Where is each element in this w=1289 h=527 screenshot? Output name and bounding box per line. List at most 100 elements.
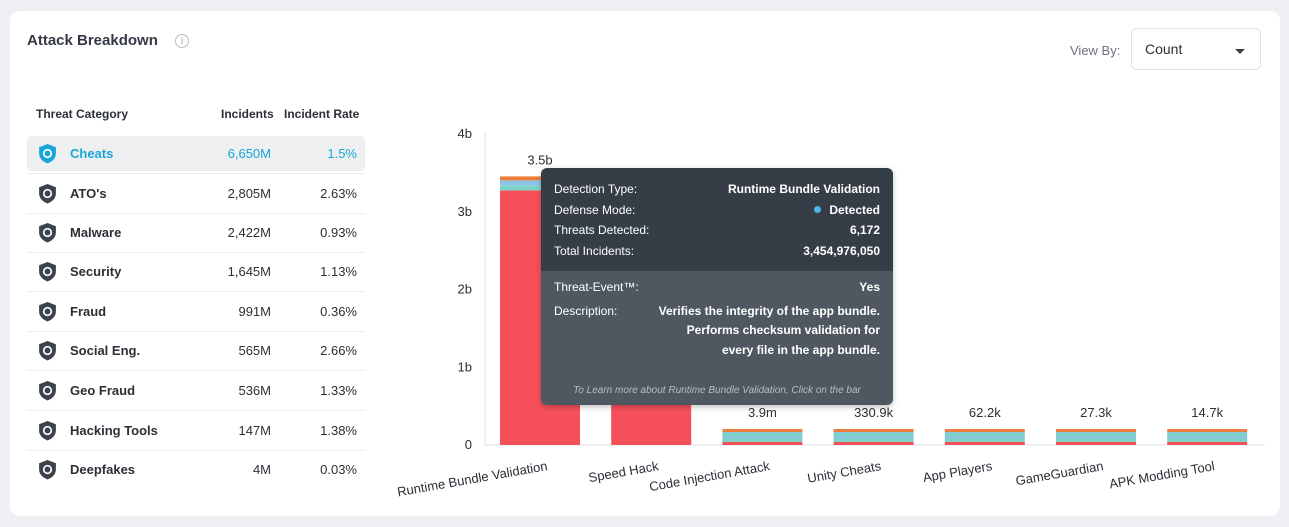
bar-data-label: 62.2k: [969, 405, 1001, 420]
bar-segment-teal: [944, 433, 1025, 436]
threat-incidents: 1,645M: [227, 264, 271, 279]
bar-segment-teal: [833, 433, 914, 436]
tooltip-value: 6,172: [849, 223, 880, 237]
tooltip-key: Detection Type:: [554, 182, 638, 196]
bar-segment-orange: [500, 176, 580, 181]
threat-event-key: Threat-Event™:: [554, 280, 639, 294]
threat-name: Hacking Tools: [70, 423, 158, 438]
bar-segment-orange: [944, 429, 1025, 432]
row-divider: [27, 450, 365, 451]
y-tick-label: 3b: [458, 204, 472, 219]
threat-rate: 1.5%: [327, 146, 357, 161]
threat-name: ATO's: [70, 186, 107, 201]
threat-name: Malware: [70, 225, 122, 240]
view-by-value: Count: [1145, 41, 1183, 57]
threat-incidents: 565M: [238, 343, 271, 358]
fraud-shield-icon: [39, 302, 56, 322]
bar-segment-blue: [722, 436, 803, 438]
info-icon[interactable]: i: [175, 34, 189, 48]
bar-segment-teal: [833, 438, 914, 442]
tooltip-value: 3,454,976,050: [803, 244, 880, 258]
row-divider: [27, 173, 365, 174]
view-by-label: View By:: [1070, 43, 1121, 58]
tooltip-value: Runtime Bundle Validation: [727, 182, 880, 196]
bar-segment-red: [944, 442, 1025, 445]
threat-event-value: Yes: [859, 280, 880, 294]
row-divider: [27, 331, 365, 332]
bar-data-label: 330.9k: [854, 405, 894, 420]
tooltip-key: Total Incidents:: [554, 244, 635, 258]
threat-row[interactable]: Geo Fraud 536M 1.33%: [27, 373, 365, 408]
bar-segment-blue: [722, 432, 803, 433]
x-tick-label: APK Modding Tool: [1108, 458, 1216, 491]
bar-segment-red: [722, 442, 803, 445]
threat-name: Geo Fraud: [70, 383, 136, 398]
bar-segment-blue: [833, 432, 914, 433]
threat-row[interactable]: ATO's 2,805M 2.63%: [27, 176, 365, 211]
row-divider: [27, 410, 365, 411]
card-title: Attack Breakdown: [27, 32, 158, 49]
col-threat-category: Threat Category: [36, 107, 129, 121]
threat-row[interactable]: Security 1,645M 1.13%: [27, 254, 365, 289]
row-divider: [27, 213, 365, 214]
bar-data-label: 3.9m: [748, 405, 777, 420]
threat-rate: 1.13%: [320, 264, 357, 279]
bar-segment-teal: [944, 438, 1025, 442]
bar-segment-teal: [1167, 433, 1248, 436]
threat-rate: 2.63%: [320, 186, 357, 201]
attack-breakdown-card: Attack Breakdown i View By: Count Threat…: [10, 11, 1280, 516]
threat-incidents: 6,650M: [227, 146, 271, 161]
bar-segment-orange: [1056, 429, 1136, 432]
threat-incidents: 4M: [252, 462, 271, 477]
bar-data-label: 14.7k: [1191, 405, 1223, 420]
threat-row[interactable]: Hacking Tools 147M 1.38%: [27, 413, 365, 448]
description-line: Verifies the integrity of the app bundle…: [658, 304, 880, 318]
y-tick-label: 1b: [458, 359, 472, 374]
row-divider: [27, 291, 365, 292]
bar-segment-blue: [1167, 436, 1248, 438]
threat-rate: 1.33%: [320, 383, 357, 398]
threat-row[interactable]: Fraud 991M 0.36%: [27, 294, 365, 329]
y-tick-label: 2b: [458, 282, 472, 297]
threat-row[interactable]: Cheats 6,650M 1.5%: [27, 136, 365, 171]
threat-row[interactable]: Deepfakes 4M 0.03%: [27, 452, 365, 487]
view-by-select[interactable]: Count: [1131, 28, 1261, 70]
threat-name: Deepfakes: [70, 462, 136, 477]
tooltip-details: Threat-Event™: Yes Description: Verifies…: [541, 271, 893, 405]
bar-segment-blue: [1056, 436, 1136, 438]
description-line: Performs checksum validation for: [686, 323, 880, 337]
security-shield-icon: [39, 262, 56, 282]
bar-segment-orange: [722, 429, 803, 432]
col-incident-rate: Incident Rate: [284, 107, 360, 121]
threat-incidents: 2,422M: [227, 225, 271, 240]
bar-segment-red: [833, 442, 914, 445]
x-tick-label: App Players: [922, 458, 994, 485]
x-tick-label: Unity Cheats: [806, 458, 882, 486]
hacking-tools-shield-icon: [39, 421, 56, 441]
threat-row[interactable]: Social Eng. 565M 2.66%: [27, 333, 365, 368]
threat-row[interactable]: Malware 2,422M 0.93%: [27, 215, 365, 250]
threat-rate: 0.03%: [320, 462, 357, 477]
y-tick-label: 0: [465, 437, 472, 452]
tooltip-value: Detected: [814, 203, 880, 217]
description-line: every file in the app bundle.: [721, 343, 880, 357]
description-key: Description:: [554, 304, 618, 318]
x-tick-label: Code Injection Attack: [648, 458, 771, 494]
row-divider: [27, 252, 365, 253]
chevron-down-icon: [1235, 49, 1245, 54]
threat-rate: 0.36%: [320, 304, 357, 319]
deepfakes-shield-icon: [39, 460, 56, 480]
threat-name: Security: [70, 264, 122, 279]
bar-segment-teal: [722, 433, 803, 436]
bar-segment-red: [1056, 442, 1136, 445]
bar-segment-teal: [1056, 438, 1136, 442]
threat-incidents: 2,805M: [227, 186, 271, 201]
col-incidents: Incidents: [221, 107, 274, 121]
threat-rate: 0.93%: [320, 225, 357, 240]
ato-shield-icon: [39, 184, 56, 204]
bar-segment-blue: [500, 180, 580, 186]
cheats-shield-icon: [39, 144, 56, 164]
chart-tooltip: Detection Type: Runtime Bundle Validatio…: [541, 168, 893, 405]
defense-mode-value: Detected: [829, 203, 880, 217]
bar-segment-blue: [1056, 432, 1136, 433]
